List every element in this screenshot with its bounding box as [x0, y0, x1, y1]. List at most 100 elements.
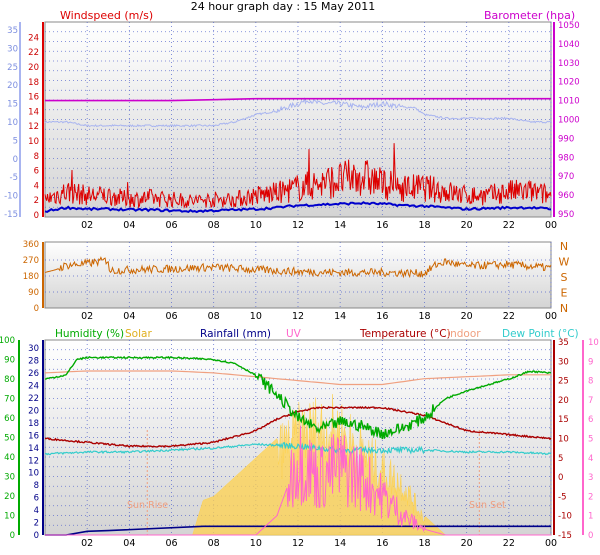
humidity-panel-x-tick-label: 14: [334, 538, 346, 549]
annotation-sun-rise: Sun Rise: [127, 500, 168, 511]
windspeed-tick-label: 2: [34, 196, 39, 206]
wind-outer-tick-label: 20: [7, 81, 18, 91]
temperature-tick-label: 30: [558, 357, 569, 367]
barometer-tick-label: 1040: [558, 40, 580, 50]
indoor-series-line: [44, 370, 551, 386]
rainfall-tick-label: 22: [28, 394, 39, 404]
windspeed-series-line: [44, 143, 552, 209]
temperature-tick-label: 5: [558, 454, 563, 464]
chart-title: 24 hour graph day : 15 May 2011: [191, 0, 376, 13]
wind-outer-tick-label: 15: [7, 100, 18, 110]
rainfall-tick-label: 28: [28, 357, 39, 367]
humidity-panel-x-tick-label: 00: [545, 538, 557, 549]
wind-outer-tick-label: 10: [7, 118, 18, 128]
barometer-axis-label: Barometer (hpa): [484, 9, 575, 22]
legend-humidity: Humidity (%): [55, 328, 124, 340]
rainfall-tick-label: 10: [28, 469, 39, 479]
humidity-tick-label: 70: [4, 395, 15, 405]
wind-outer-tick-label: 25: [7, 63, 18, 73]
humidity-panel-x-tick-label: 04: [123, 538, 135, 549]
rainfall-tick-label: 8: [34, 481, 39, 491]
humidity-panel-x-tick-label: 10: [250, 538, 262, 549]
temperature-tick-label: 20: [558, 396, 569, 406]
wind-panel-x-tick-label: 10: [250, 220, 262, 231]
humidity-panel-x-tick-label: 06: [165, 538, 177, 549]
humidity-tick-label: 30: [4, 473, 15, 483]
rainfall-tick-label: 16: [28, 431, 39, 441]
barometer-tick-label: 1020: [558, 78, 580, 88]
humidity-panel-x-tick-label: 12: [292, 538, 304, 549]
uv-tick-label: 4: [588, 454, 593, 464]
temperature-tick-label: -10: [558, 512, 572, 522]
direction-panel-x-tick-label: 08: [208, 311, 220, 322]
direction-panel-x-tick-label: 18: [418, 311, 430, 322]
humidity-tick-label: 60: [4, 414, 15, 424]
wind-panel-x-tick-label: 14: [334, 220, 346, 231]
windspeed-tick-label: 0: [34, 211, 39, 221]
windspeed-tick-label: 10: [28, 137, 39, 147]
direction-tick-label: 270: [23, 256, 39, 266]
barometer-tick-label: 970: [558, 172, 574, 182]
legend-rainfall: Rainfall (mm): [200, 328, 271, 340]
humidity-panel-x-tick-label: 08: [208, 538, 220, 549]
rainfall-tick-label: 20: [28, 406, 39, 416]
direction-panel-x-tick-label: 00: [545, 311, 557, 322]
rainfall-tick-label: 24: [28, 382, 39, 392]
direction-panel-x-tick-label: 22: [503, 311, 515, 322]
direction-tick-label: 90: [28, 288, 39, 298]
direction-tick-label: 0: [34, 304, 39, 314]
wind-outer-tick-label: -10: [4, 192, 18, 202]
windspeed-tick-label: 12: [28, 122, 39, 132]
direction-panel-x-tick-label: 02: [81, 311, 93, 322]
uv-series-line: [45, 425, 551, 536]
legend: Humidity (%) Solar Rainfall (mm) UV Temp…: [55, 328, 579, 340]
temperature-tick-label: 35: [558, 338, 569, 348]
rainfall-tick-label: 18: [28, 419, 39, 429]
windspeed-tick-label: 18: [28, 78, 39, 88]
dew-point-series-line: [44, 441, 552, 456]
rainfall-tick-label: 30: [28, 344, 39, 354]
direction-panel-x-tick-label: 14: [334, 311, 346, 322]
legend-temperature: Temperature (°C): [359, 328, 451, 340]
rainfall-tick-label: 4: [34, 506, 39, 516]
uv-tick-label: 3: [588, 473, 593, 483]
barometer-tick-label: 1010: [558, 97, 580, 107]
humidity-panel-x-tick-label: 22: [503, 538, 515, 549]
temperature-series-line: [45, 405, 552, 449]
wind-panel-x-tick-label: 08: [208, 220, 220, 231]
humidity-panel-x-tick-label: 18: [418, 538, 430, 549]
wind-outer-tick-label: -5: [10, 173, 18, 183]
wind-panel-x-tick-label: 12: [292, 220, 304, 231]
humidity-panel-x-tick-label: 20: [461, 538, 473, 549]
wind-panel-x-tick-label: 00: [545, 220, 557, 231]
humidity-tick-label: 50: [4, 434, 15, 444]
humidity-tick-label: 40: [4, 453, 15, 463]
humidity-tick-label: 20: [4, 492, 15, 502]
direction-panel-x-tick-label: 06: [165, 311, 177, 322]
annotation-sun-set: Sun Set: [469, 500, 506, 511]
humidity-panel-x-tick-label: 16: [376, 538, 388, 549]
barometer-tick-label: 980: [558, 153, 574, 163]
barometer-tick-label: 1030: [558, 59, 580, 69]
direction-panel-x-tick-label: 16: [376, 311, 388, 322]
humidity-tick-label: 0: [10, 531, 15, 541]
compass-label: S: [561, 271, 568, 284]
uv-tick-label: 10: [588, 338, 599, 348]
humidity-tick-label: 80: [4, 375, 15, 385]
rainfall-tick-label: 26: [28, 369, 39, 379]
wind-panel-x-tick-label: 16: [376, 220, 388, 231]
rainfall-tick-label: 12: [28, 456, 39, 466]
windspeed-tick-label: 16: [28, 93, 39, 103]
plot-layer: 02 04 06 08 10 12 14 16 18 20 22 00-15-10-505101520…: [0, 21, 599, 549]
wind-panel-x-tick-label: 18: [418, 220, 430, 231]
temperature-tick-label: 15: [558, 415, 569, 425]
windspeed-tick-label: 24: [28, 33, 39, 43]
windspeed-tick-label: 8: [34, 152, 39, 162]
rainfall-tick-label: 2: [34, 519, 39, 529]
direction-tick-label: 180: [23, 272, 39, 282]
direction-series-line: [44, 256, 552, 279]
rainfall-tick-label: 14: [28, 444, 39, 454]
wind-outer-tick-label: 0: [13, 155, 18, 165]
wind-outer-tick-label: 30: [7, 44, 18, 54]
direction-panel-x-tick-label: 04: [123, 311, 135, 322]
